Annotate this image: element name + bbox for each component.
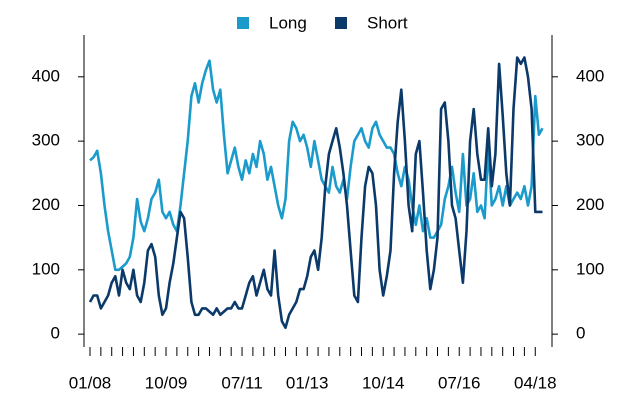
legend-swatch	[237, 17, 249, 29]
legend-label: Long	[269, 13, 307, 32]
y2-tick-label: 200	[576, 195, 604, 214]
legend-swatch	[335, 17, 347, 29]
y2-tick-label: 0	[576, 324, 585, 343]
x-tick-label: 07/16	[438, 373, 481, 392]
x-tick-label: 10/14	[362, 373, 405, 392]
x-tick-label: 10/09	[145, 373, 188, 392]
x-tick-label: 01/13	[286, 373, 329, 392]
y2-tick-label: 300	[576, 131, 604, 150]
x-tick-label: 01/08	[69, 373, 112, 392]
y-tick-label: 100	[32, 259, 60, 278]
series-line	[88, 56, 543, 329]
y2-tick-label: 100	[576, 259, 604, 278]
y-tick-label: 400	[32, 66, 60, 85]
y-tick-label: 0	[51, 324, 60, 343]
y-tick-label: 300	[32, 131, 60, 150]
x-tick-label: 07/11	[221, 373, 262, 392]
x-tick-label: 04/18	[514, 373, 557, 392]
legend-label: Short	[367, 13, 408, 32]
y-tick-label: 200	[32, 195, 60, 214]
y2-tick-label: 400	[576, 66, 604, 85]
series-line	[89, 59, 544, 272]
